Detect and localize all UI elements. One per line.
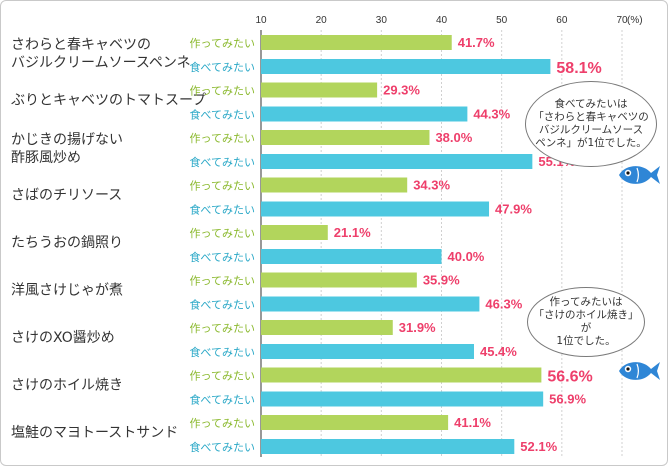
bar-make [261,367,542,383]
series-label: 作ってみたい [190,37,255,50]
series-label: 食べてみたい [189,298,255,312]
tick-label: 20 [316,15,328,26]
value-label: 41.1% [454,415,491,430]
tick-label: 70 [616,15,628,26]
bar-make [261,415,449,430]
category-label: ぶりとキャベツのトマトスープ [11,93,206,109]
annotation-text-eat: 食べてみたいは 「さわらと春キャベツの バジルクリームソース ペンネ」が1位でし… [533,97,649,150]
tick-label: 30 [376,15,388,26]
series-label: 作ってみたい [190,227,255,240]
bar-make [261,225,328,240]
tick-label: 10 [255,15,267,26]
category-label: 塩鮭のマヨトーストサンド [11,425,178,441]
value-label: 31.9% [399,320,436,335]
series-label: 食べてみたい [189,440,255,454]
series-label: 食べてみたい [189,250,255,264]
value-label: 58.1% [556,60,601,77]
series-label: 作ってみたい [190,417,255,430]
annotation-bubble-make: 作ってみたいは 「さけのホイル焼き」が 1位でした。 [527,287,645,357]
value-label: 40.0% [448,249,485,264]
category-label: さばのチリソース [11,188,122,204]
series-label: 作ってみたい [190,322,255,335]
value-label: 29.3% [383,83,420,98]
bar-eat [261,391,544,407]
series-label: 作ってみたい [190,85,255,98]
series-label: 食べてみたい [189,155,255,169]
value-label: 41.7% [458,35,495,50]
series-label: 食べてみたい [189,345,255,359]
value-label: 45.4% [480,344,517,359]
tick-label: 40 [436,15,448,26]
category-label: さけのホイル焼き [11,378,123,394]
bar-eat [261,344,474,359]
series-label: 食べてみたい [189,393,255,407]
bar-eat [261,249,442,264]
tick-label: 60 [556,15,568,26]
bar-make [261,82,378,98]
series-label: 食べてみたい [189,108,255,122]
bar-make [261,130,430,145]
bar-eat [261,201,490,217]
series-label: 食べてみたい [189,203,255,217]
fish-icon [619,166,660,184]
value-label: 44.3% [473,107,510,122]
value-label: 56.9% [549,392,586,407]
value-label: 47.9% [495,202,532,217]
bar-make [261,320,393,335]
value-label: 46.3% [485,297,522,312]
bar-eat [261,59,551,74]
value-label: 34.3% [413,178,450,193]
value-label: 56.6% [547,369,592,386]
bar-eat [261,154,533,169]
bar-make [261,272,417,288]
category-label: たちうおの鍋照り [11,235,123,251]
value-label: 38.0% [435,130,472,145]
bar-eat [261,439,515,454]
series-label: 作ってみたい [190,275,255,288]
bar-eat [261,106,468,122]
tick-label: 50 [496,15,508,26]
bar-eat [261,296,480,312]
series-label: 食べてみたい [189,60,255,74]
fish-icon [619,362,660,380]
value-label: 52.1% [520,439,557,454]
series-label: 作ってみたい [190,132,255,145]
value-label: 35.9% [423,273,460,288]
value-label: 21.1% [334,225,371,240]
category-label: さけのXO醤炒め [11,330,115,346]
bar-make [261,35,452,50]
axis-unit: (%) [627,15,643,26]
series-label: 作ってみたい [190,370,255,383]
annotation-text-make: 作ってみたいは 「さけのホイル焼き」が 1位でした。 [533,295,639,348]
annotation-bubble-eat: 食べてみたいは 「さわらと春キャベツの バジルクリームソース ペンネ」が1位でし… [525,81,657,167]
category-label: 洋風さけじゃが煮 [11,283,123,299]
bar-make [261,177,408,193]
series-label: 作ってみたい [190,180,255,193]
category-label: さわらと春キャベツのバジルクリームソースペンネ [11,37,191,71]
category-label: かじきの揚げない酢豚風炒め [11,131,123,166]
